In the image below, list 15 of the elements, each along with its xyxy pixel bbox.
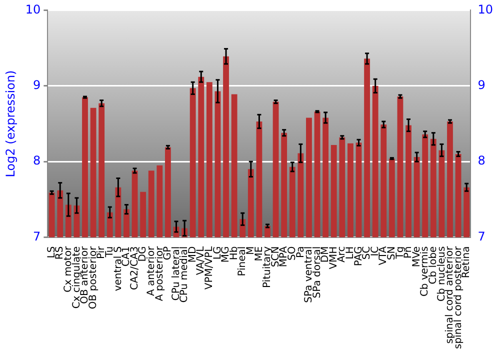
y2-tick-label: 7 bbox=[478, 229, 486, 244]
x-tick-label: ME bbox=[254, 246, 265, 262]
x-tick-label: Tg bbox=[394, 246, 406, 260]
y2-tick-label: 8 bbox=[478, 154, 486, 168]
y-tick-label: 7 bbox=[33, 229, 41, 244]
x-tick-label: A posterior bbox=[154, 245, 166, 302]
x-tick-label: Retina bbox=[461, 246, 472, 278]
y-axis-title: Log2 (expression) bbox=[3, 70, 18, 178]
y2-tick-label: 9 bbox=[478, 78, 486, 92]
y2-tick-label: 10 bbox=[478, 2, 494, 16]
y-tick-label: 9 bbox=[33, 78, 41, 92]
y-tick-label: 10 bbox=[25, 2, 41, 16]
y-tick-label: 8 bbox=[33, 154, 41, 168]
x-tick-label: OB posterior bbox=[88, 245, 99, 310]
x-tick-label: Pituitary bbox=[262, 246, 274, 288]
